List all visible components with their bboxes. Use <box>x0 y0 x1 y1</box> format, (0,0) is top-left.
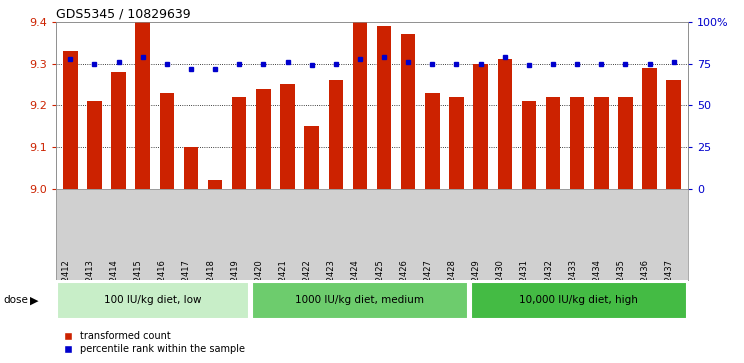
FancyBboxPatch shape <box>251 282 468 319</box>
Bar <box>376 26 391 189</box>
Text: dose: dose <box>3 295 28 305</box>
Bar <box>570 97 584 189</box>
Text: 10,000 IU/kg diet, high: 10,000 IU/kg diet, high <box>519 295 638 305</box>
Bar <box>473 64 488 189</box>
Text: ▶: ▶ <box>30 295 38 305</box>
Bar <box>594 97 609 189</box>
Bar <box>498 59 512 189</box>
Bar <box>256 89 271 189</box>
Bar <box>522 101 536 189</box>
Text: 100 IU/kg diet, low: 100 IU/kg diet, low <box>104 295 202 305</box>
Bar <box>112 72 126 189</box>
Bar <box>160 93 174 189</box>
Bar <box>184 147 198 189</box>
Text: GDS5345 / 10829639: GDS5345 / 10829639 <box>56 8 190 21</box>
FancyBboxPatch shape <box>470 282 687 319</box>
Bar <box>280 84 295 189</box>
Bar <box>618 97 632 189</box>
Bar <box>425 93 440 189</box>
Bar <box>329 80 343 189</box>
Bar <box>232 97 246 189</box>
Text: 1000 IU/kg diet, medium: 1000 IU/kg diet, medium <box>295 295 424 305</box>
Bar <box>642 68 657 189</box>
Bar <box>208 180 222 189</box>
Bar <box>546 97 560 189</box>
Bar <box>87 101 102 189</box>
Bar <box>63 51 77 189</box>
Bar <box>667 80 681 189</box>
Bar <box>304 126 319 189</box>
Bar <box>401 34 415 189</box>
Bar <box>449 97 464 189</box>
Legend: transformed count, percentile rank within the sample: transformed count, percentile rank withi… <box>61 327 249 358</box>
Bar <box>353 22 368 189</box>
FancyBboxPatch shape <box>57 282 249 319</box>
Bar <box>135 22 150 189</box>
